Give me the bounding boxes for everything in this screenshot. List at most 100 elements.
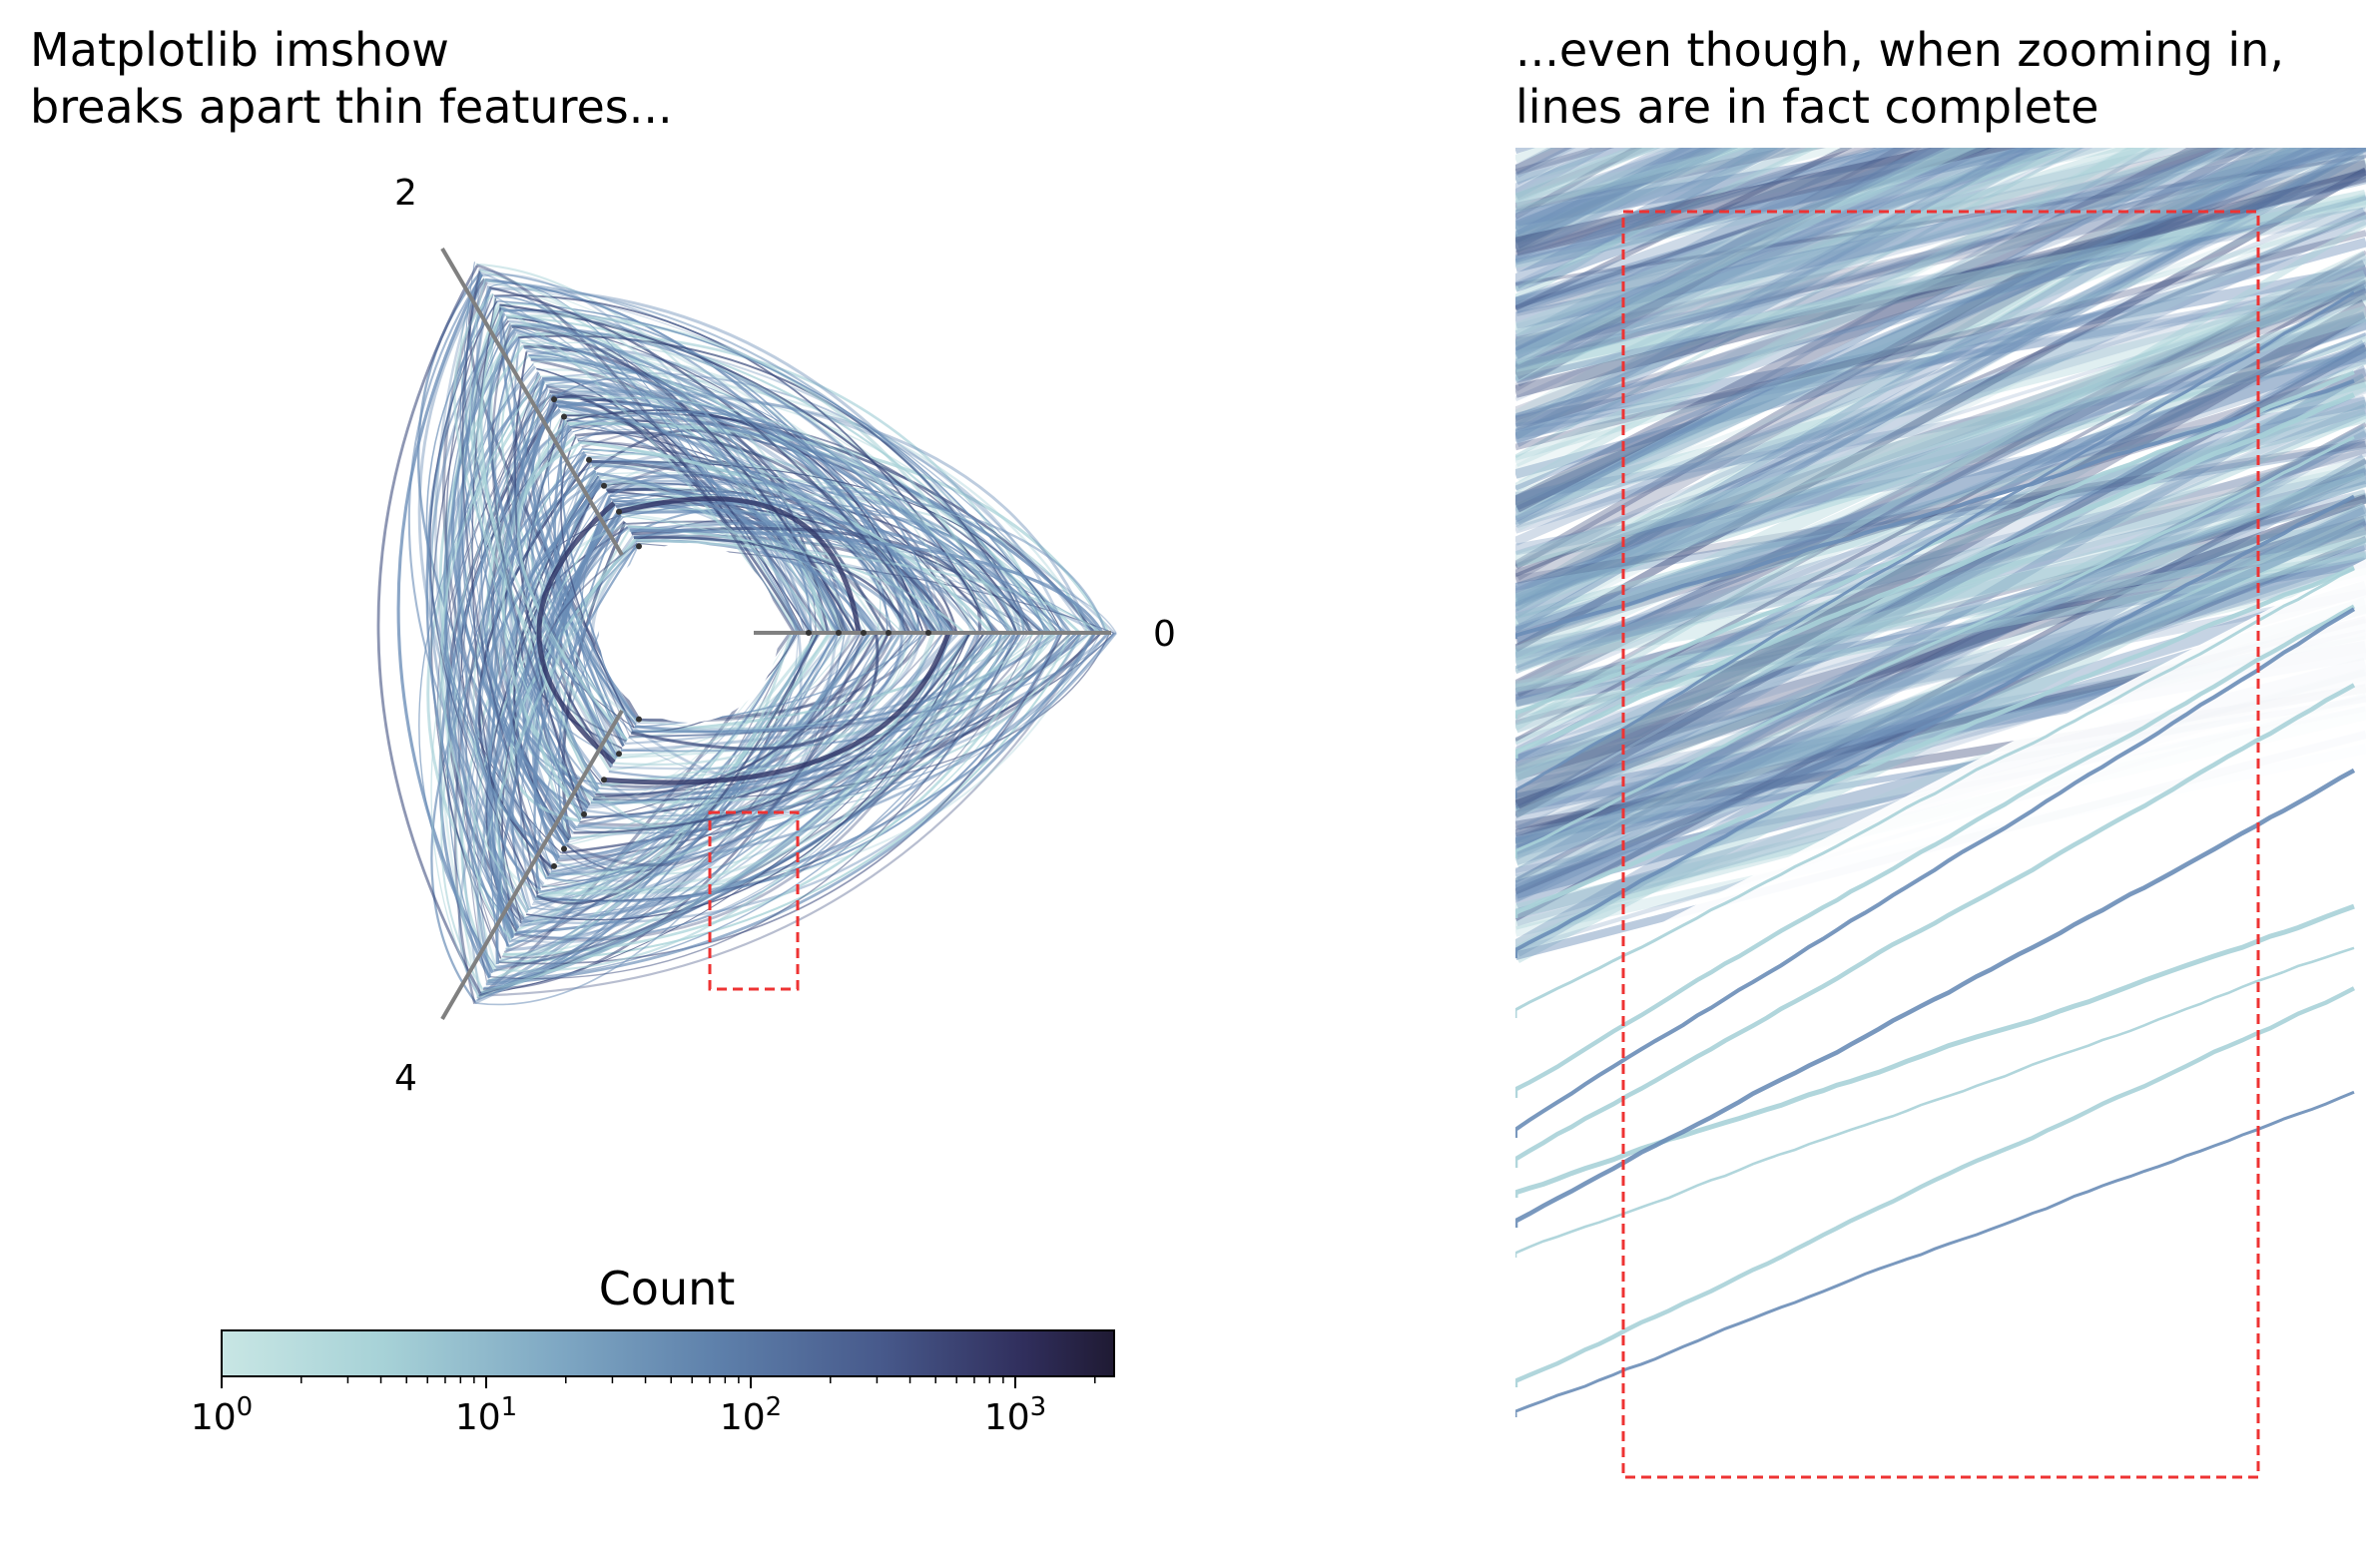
zoom-band [1515, 148, 1890, 260]
hive-edge [492, 380, 545, 938]
hive-edge [484, 277, 1035, 634]
zoom-band [1515, 313, 2366, 603]
hive-edge [486, 329, 619, 759]
zoom-band [1515, 395, 2366, 672]
zoom-band [1515, 344, 2366, 644]
hive-edge [574, 431, 930, 634]
hive-edge [553, 394, 805, 634]
colorbar-tick-label-0: 100 [191, 1392, 253, 1438]
hive-edge [407, 273, 537, 899]
zoom-line [1515, 378, 2355, 639]
zoom-band [1515, 148, 2214, 376]
zoom-band [1515, 148, 1907, 350]
zoom-band [1515, 148, 2139, 268]
zoom-band [1515, 540, 2366, 855]
zoom-band [1515, 403, 2366, 776]
axis-node [836, 630, 842, 636]
zoom-band [1515, 148, 2086, 359]
zoomed-highlight-box [1621, 210, 2260, 1479]
zoom-line [1515, 604, 2356, 1098]
hive-edge [577, 429, 818, 634]
zoom-band [1515, 282, 2366, 555]
hive-edge [606, 460, 846, 634]
zoom-band [1515, 148, 2366, 612]
hive-edge [604, 632, 1057, 780]
zoom-band [1515, 148, 1827, 212]
zoom-band [1515, 148, 1952, 359]
hive-edge [519, 632, 1117, 927]
hive-edge [546, 384, 826, 634]
zoom-band [1515, 148, 2275, 362]
zoom-band [1515, 220, 2366, 732]
hive-edge [465, 371, 539, 983]
zoom-band [1515, 148, 2366, 635]
axis-node [886, 630, 892, 636]
zoom-band [1515, 148, 1977, 365]
hive-edge [528, 354, 853, 634]
hive-edge [587, 455, 977, 634]
axis-node [806, 630, 812, 636]
zoom-band [1515, 283, 2366, 586]
hive-edge [469, 278, 581, 821]
zoom-band [1515, 488, 2366, 894]
zoom-band [1515, 148, 1693, 235]
hive-edge [533, 543, 639, 847]
hive-edge [428, 312, 529, 913]
axis-node-marks [551, 396, 931, 869]
zoom-band [1515, 524, 2366, 868]
zoom-band [1515, 148, 2278, 604]
hive-plot-image: 0 2 4 [376, 173, 1176, 1099]
axis-node [561, 413, 567, 420]
hive-edge [426, 381, 546, 935]
zoom-band [1515, 148, 2223, 416]
zoom-band [1515, 493, 2366, 726]
hive-edge [474, 482, 604, 859]
hive-edge [479, 268, 884, 634]
zoom-band [1515, 283, 2366, 513]
zoom-band [1515, 494, 2366, 809]
zoom-band [1515, 148, 1995, 227]
hive-edge [476, 263, 796, 634]
zoomed-lines [1515, 290, 2356, 1417]
zoom-band [1515, 160, 2366, 352]
zoom-band [1515, 293, 2366, 675]
hive-edge [494, 294, 994, 634]
zoom-band [1515, 158, 2366, 431]
hive-edge [546, 384, 1011, 634]
zoom-band [1515, 207, 2366, 351]
axis-node [561, 845, 567, 852]
zoom-band [1515, 454, 2366, 957]
axis-label-4: 4 [394, 1058, 417, 1099]
hive-edge [498, 528, 630, 917]
hive-edge [511, 324, 1088, 634]
hive-edge [603, 482, 907, 634]
zoom-band [1515, 148, 2060, 265]
hive-edge [598, 632, 862, 791]
zoom-band [1515, 148, 2304, 532]
zoom-band [1515, 148, 1739, 236]
hive-edge [482, 632, 891, 991]
hive-edge [596, 632, 1083, 795]
zoom-band [1515, 148, 2341, 370]
zoom-band [1515, 448, 2366, 659]
hive-edge [519, 504, 617, 901]
hive-edge [550, 389, 1068, 634]
zoom-band [1515, 148, 1923, 380]
zoom-band [1515, 153, 2366, 510]
zoom-band [1515, 148, 2366, 329]
zoom-band [1515, 148, 1823, 209]
zoom-band [1515, 148, 2039, 272]
zoom-band [1515, 148, 1853, 311]
hive-edge [489, 632, 1020, 980]
zoom-band [1515, 148, 2240, 421]
hive-edge-dense [618, 496, 862, 634]
hive-edge [601, 479, 1107, 634]
zoom-band [1515, 148, 2300, 314]
zoom-band [1515, 214, 2366, 461]
zoom-band [1515, 498, 2366, 953]
axis-2-line [440, 247, 624, 557]
zoom-band [1515, 148, 2146, 492]
zoom-band [1515, 379, 2366, 734]
zoom-band [1515, 148, 1685, 231]
left-panel-title: Matplotlib imshow breaks apart thin feat… [30, 23, 673, 134]
